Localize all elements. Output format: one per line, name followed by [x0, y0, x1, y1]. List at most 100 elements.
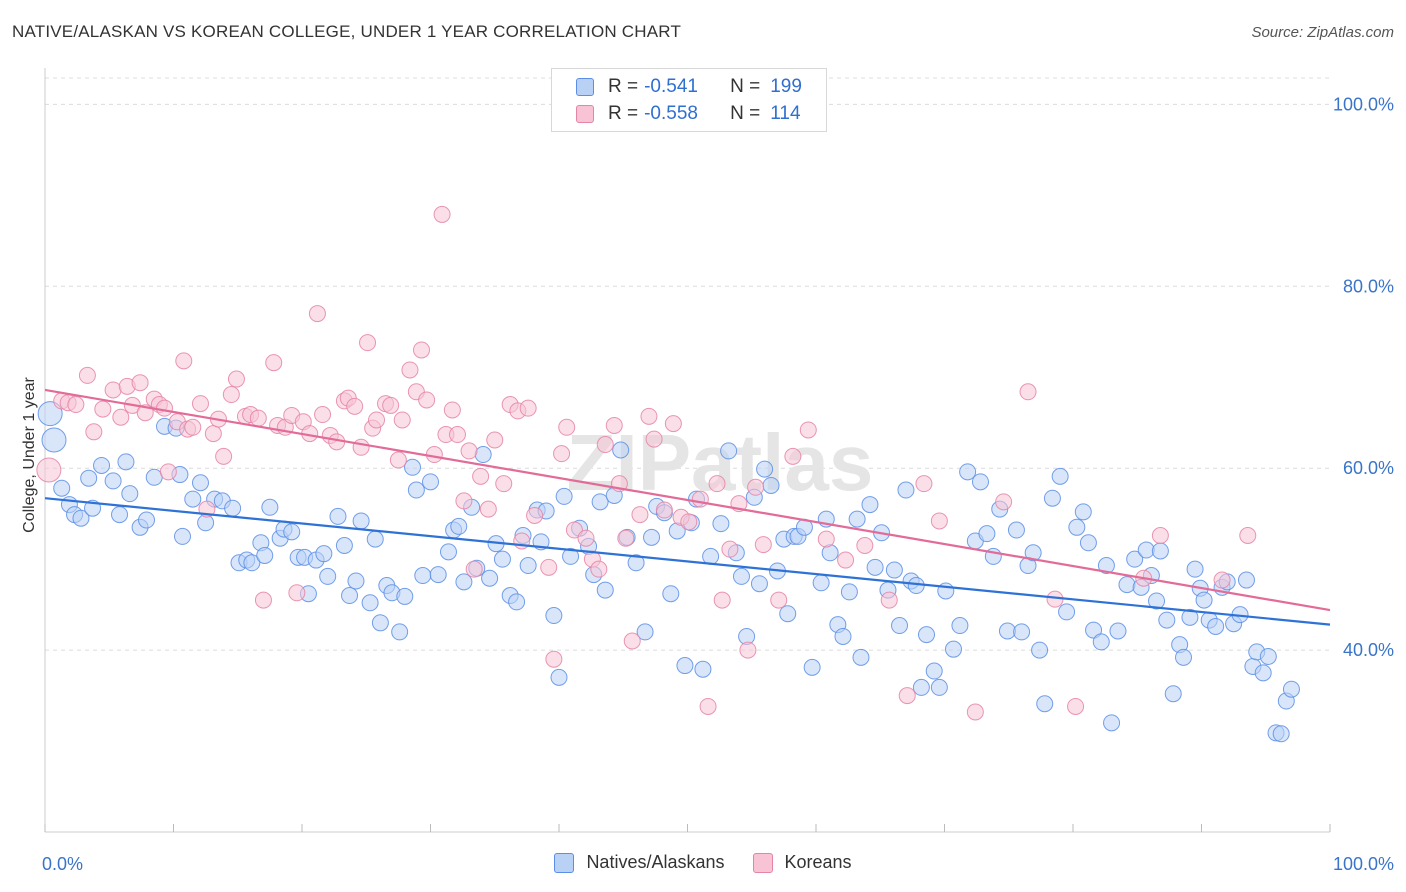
data-point — [1213, 571, 1231, 589]
data-point — [1237, 571, 1255, 589]
data-point — [366, 530, 384, 548]
n-label: N = — [730, 76, 761, 97]
data-point — [861, 496, 879, 514]
data-point — [1036, 695, 1054, 713]
legend-item-natives[interactable]: Natives/Alaskans — [554, 852, 725, 873]
data-point — [254, 591, 272, 609]
chart-legend: Natives/Alaskans Koreans — [0, 852, 1406, 873]
data-point — [1164, 685, 1182, 703]
data-point — [1181, 608, 1199, 626]
data-point — [352, 512, 370, 530]
data-point — [472, 467, 490, 485]
data-point — [1151, 526, 1169, 544]
data-point — [361, 594, 379, 612]
y-tick-labels: 40.0% 60.0% 80.0% 100.0% — [1333, 94, 1394, 660]
data-point — [460, 442, 478, 460]
data-point — [1067, 697, 1085, 715]
data-point — [623, 632, 641, 650]
legend-item-koreans[interactable]: Koreans — [752, 852, 852, 873]
data-point — [565, 521, 583, 539]
data-point — [951, 617, 969, 635]
data-point — [562, 547, 580, 565]
r-label: R = — [608, 76, 639, 97]
data-point — [770, 591, 788, 609]
data-point — [493, 550, 511, 568]
data-point — [545, 650, 563, 668]
data-point — [131, 374, 149, 392]
data-point — [1043, 489, 1061, 507]
data-point — [465, 560, 483, 578]
data-point — [93, 456, 111, 474]
data-point — [519, 399, 537, 417]
data-point — [1186, 560, 1204, 578]
data-point — [389, 451, 407, 469]
data-point — [1024, 544, 1042, 562]
data-point — [249, 409, 267, 427]
data-point — [368, 411, 386, 429]
data-point — [371, 614, 389, 632]
data-point — [474, 446, 492, 464]
data-point — [784, 447, 802, 465]
data-point — [1272, 725, 1290, 743]
data-point — [643, 528, 661, 546]
data-point — [577, 529, 595, 547]
data-point — [138, 511, 156, 529]
data-point — [971, 473, 989, 491]
data-point — [676, 657, 694, 675]
data-point — [479, 500, 497, 518]
data-point — [508, 593, 526, 611]
data-point — [944, 640, 962, 658]
data-point — [1109, 622, 1127, 640]
data-point — [396, 587, 414, 605]
data-point — [713, 591, 731, 609]
data-point — [848, 510, 866, 528]
data-point — [352, 438, 370, 456]
data-point — [747, 478, 765, 496]
data-point — [655, 501, 673, 519]
data-point — [425, 446, 443, 464]
chart-title: NATIVE/ALASKAN VS KOREAN COLLEGE, UNDER … — [12, 22, 682, 41]
data-point — [41, 427, 67, 453]
data-point — [315, 545, 333, 563]
data-point — [67, 396, 85, 414]
data-point — [812, 574, 830, 592]
data-point — [191, 395, 209, 413]
koreans-legend-swatch-icon — [752, 852, 773, 873]
data-point — [414, 567, 432, 585]
data-point — [779, 605, 797, 623]
data-point — [407, 481, 425, 499]
data-point — [1195, 591, 1213, 609]
koreans-swatch-icon — [576, 105, 594, 123]
data-point — [1013, 623, 1031, 641]
data-point — [912, 678, 930, 696]
data-point — [631, 506, 649, 524]
trend-line — [44, 497, 1331, 626]
data-point — [526, 506, 544, 524]
data-point — [443, 401, 461, 419]
axes — [44, 68, 1331, 833]
data-point — [553, 445, 571, 463]
y-tick-label: 60.0% — [1343, 458, 1394, 478]
data-point — [1118, 576, 1136, 594]
data-point — [591, 493, 609, 511]
source-link[interactable]: Source: ZipAtlas.com — [1251, 24, 1394, 41]
data-point — [215, 447, 233, 465]
data-point — [662, 585, 680, 603]
data-point — [1282, 680, 1300, 698]
data-point — [1074, 503, 1092, 521]
data-point — [121, 485, 139, 503]
data-point — [433, 205, 451, 223]
data-point — [156, 399, 174, 417]
legend-label: Koreans — [784, 852, 852, 872]
r-label: R = — [608, 103, 639, 124]
data-point — [915, 475, 933, 493]
data-point — [1151, 542, 1169, 560]
data-point — [78, 366, 96, 384]
data-point — [243, 554, 261, 572]
natives-legend-swatch-icon — [554, 852, 575, 873]
data-point — [1019, 383, 1037, 401]
data-point — [756, 460, 774, 478]
r-value: -0.558 — [644, 103, 698, 124]
data-point — [998, 622, 1016, 640]
